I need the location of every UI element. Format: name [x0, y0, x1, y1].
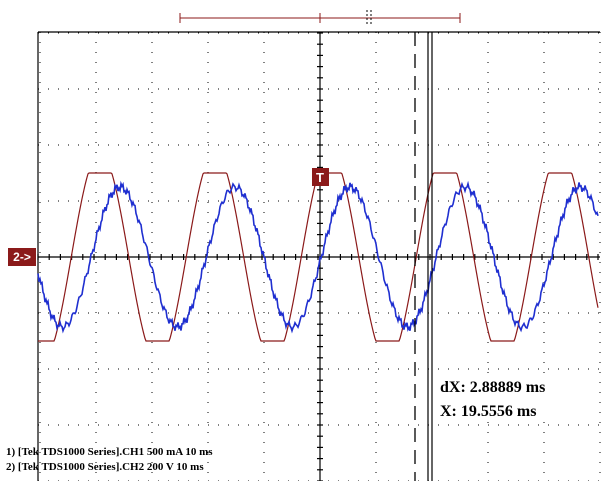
- trigger-marker: T: [316, 170, 324, 185]
- channel-marker: 2->: [13, 250, 31, 264]
- cursor-readout-bg: [436, 375, 566, 421]
- channel-info: 2) [Tek TDS1000 Series].CH2 200 V 10 ms: [6, 461, 204, 473]
- channel-marker-box: [8, 248, 36, 266]
- cursor-delta: dX: 2.88889 ms: [440, 379, 545, 396]
- trigger-bracket: [179, 10, 461, 26]
- graticule: [37, 31, 601, 481]
- trigger-marker-box: [312, 168, 329, 186]
- channel-info: 1) [Tek TDS1000 Series].CH1 500 mA 10 ms: [6, 446, 213, 458]
- waveform-ch2: [37, 180, 599, 334]
- cursor-x: X: 19.5556 ms: [440, 403, 536, 420]
